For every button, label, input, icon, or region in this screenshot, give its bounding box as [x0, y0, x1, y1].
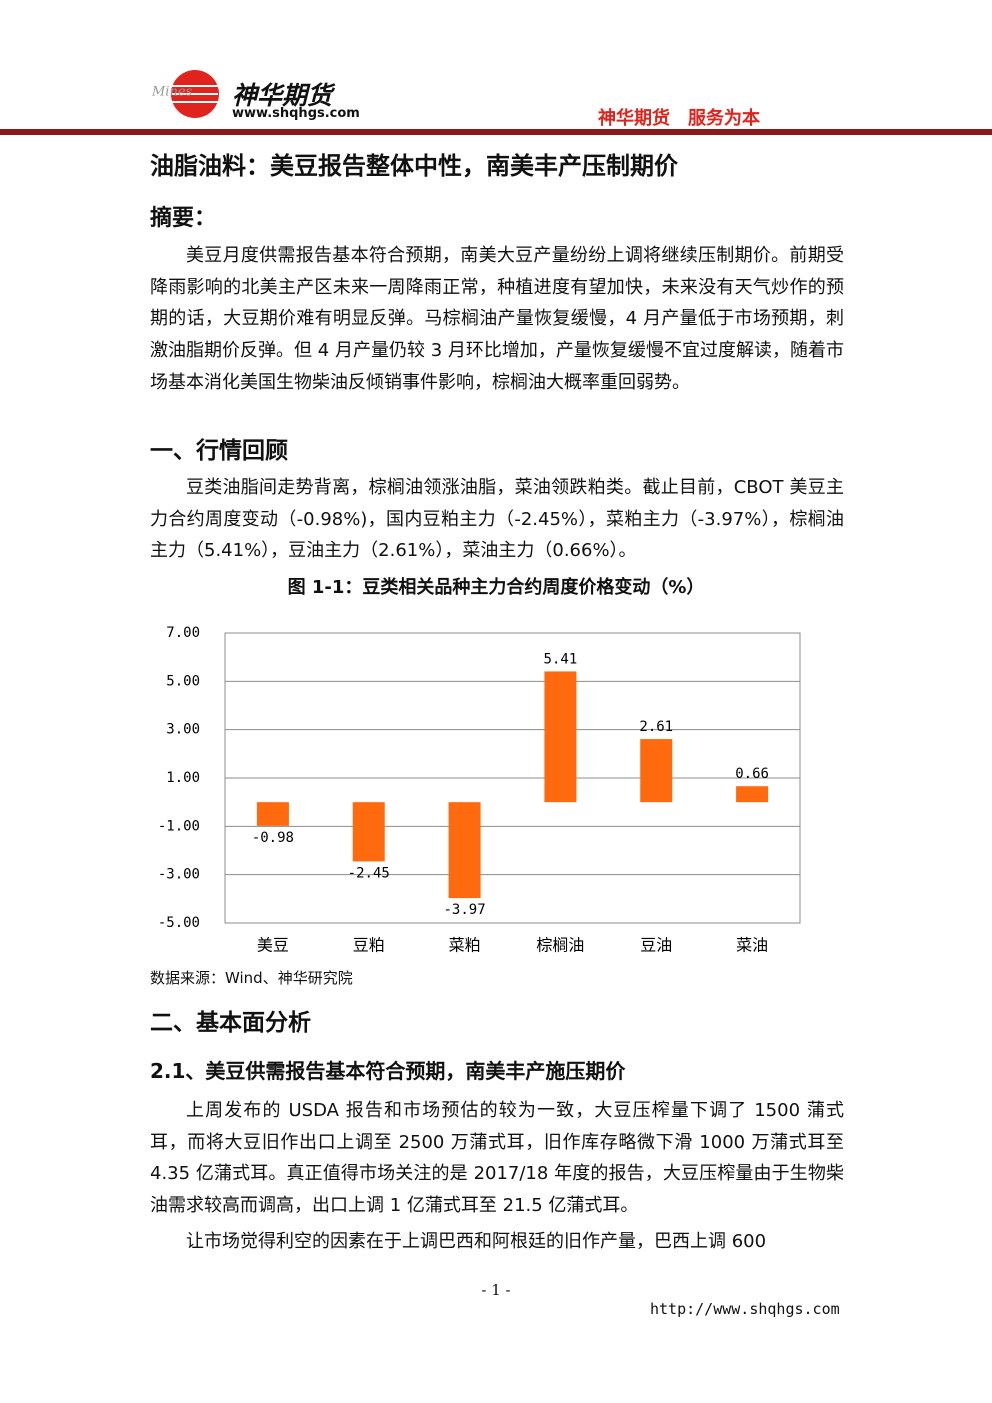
- x-tick-label: 豆粕: [353, 936, 385, 955]
- page-number: - 1 -: [481, 1281, 511, 1299]
- heading: 摘要：: [150, 206, 217, 231]
- chart: 7.00 5.00 3.00 1.00 -1.00 -3.00 -5.00 美豆 -0.98 豆粕…: [158, 625, 801, 955]
- y-tick-label: 3.00: [166, 722, 200, 738]
- data-label: 2.61: [639, 719, 673, 735]
- data-label: 0.66: [735, 766, 769, 782]
- y-tick-label: 1.00: [166, 770, 200, 786]
- x-tick-label: 豆油: [640, 936, 672, 955]
- y-tick-label: -1.00: [158, 818, 200, 834]
- y-tick-label: -3.00: [158, 867, 200, 883]
- x-tick-label: 美豆: [257, 936, 289, 955]
- bar: [448, 802, 481, 899]
- logo-mark: Mines: [151, 70, 219, 118]
- header-rule: [0, 129, 992, 135]
- paragraph: 豆类油脂间走势背离，棕榈油领涨油脂，菜油领跌粕类。截止目前，CBOT 美豆主力合…: [150, 477, 844, 562]
- figure-title: 图 1-1：豆类相关品种主力合约周度价格变动（%）: [287, 577, 705, 598]
- heading: 二、基本面分析: [150, 1010, 311, 1036]
- bar: [736, 786, 769, 803]
- x-tick-label: 棕榈油: [536, 936, 584, 955]
- slogan: 神华期货 服务为本: [598, 108, 760, 129]
- paragraph: 上周发布的 USDA 报告和市场预估的较为一致，大豆压榨量下调了 1500 蒲式…: [150, 1100, 844, 1217]
- y-tick-label: 7.00: [166, 625, 200, 641]
- footer-url: http://www.shqhgs.com: [650, 1300, 840, 1318]
- x-tick-label: 菜油: [736, 936, 768, 955]
- data-label: -2.45: [348, 865, 390, 881]
- paragraph: 让市场觉得利空的因素在于上调巴西和阿根廷的旧作产量，巴西上调 600: [186, 1231, 767, 1252]
- bar: [352, 802, 385, 862]
- bar: [256, 802, 289, 826]
- doc-title: 油脂油料：美豆报告整体中性，南美丰产压制期价: [150, 152, 678, 180]
- data-label: -0.98: [252, 830, 294, 846]
- paragraph: 美豆月度供需报告基本符合预期，南美大豆产量纷纷上调将继续压制期价。前期受降雨影响…: [150, 245, 844, 393]
- data-label: -3.97: [444, 902, 486, 918]
- site: www.shqhgs.com: [232, 106, 360, 121]
- bar: [640, 739, 673, 803]
- y-tick-label: 5.00: [166, 673, 200, 689]
- brand: 神华期货: [232, 81, 333, 110]
- plot-border: [224, 632, 801, 924]
- x-tick-label: 菜粕: [449, 936, 481, 955]
- sub-heading: 2.1、美豆供需报告基本符合预期，南美丰产施压期价: [150, 1059, 626, 1083]
- source: 数据来源：Wind、神华研究院: [150, 969, 353, 987]
- heading: 一、行情回顾: [150, 438, 288, 464]
- data-label: 5.41: [544, 651, 578, 667]
- bar: [544, 671, 577, 803]
- y-tick-label: -5.00: [158, 915, 200, 931]
- svg-text:Mines: Mines: [151, 85, 193, 100]
